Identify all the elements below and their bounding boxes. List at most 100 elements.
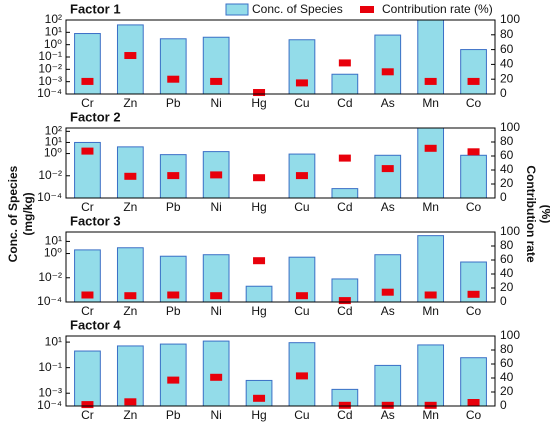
y-axis-label: Conc. of Species	[6, 165, 20, 262]
contribution-marker	[295, 172, 308, 180]
y2-tick-label: 0	[500, 86, 507, 100]
x-tick-label: Cu	[294, 408, 309, 422]
x-tick-label: Pb	[166, 200, 181, 214]
legend-swatch	[225, 3, 249, 16]
panel-title: Factor 2	[70, 109, 121, 124]
x-tick-label: Hg	[251, 408, 266, 422]
x-tick-label: Ni	[210, 408, 221, 422]
contribution-marker	[381, 165, 394, 173]
x-tick-label: Co	[466, 200, 482, 214]
x-tick-label: Mn	[422, 96, 439, 110]
plot-frame	[65, 231, 496, 303]
bar	[417, 344, 445, 407]
x-tick-label: Cr	[81, 408, 94, 422]
contribution-marker	[81, 401, 94, 409]
contribution-marker	[381, 401, 394, 409]
contribution-marker	[381, 68, 394, 76]
y-tick-label: 10¹	[45, 334, 62, 348]
y2-axis-label: Contribution rate	[524, 165, 538, 263]
contribution-marker	[381, 288, 394, 296]
contribution-marker	[424, 401, 437, 409]
bar	[74, 33, 101, 95]
x-tick-label: Cr	[81, 200, 94, 214]
contribution-marker	[253, 257, 266, 265]
y2-tick-label: 80	[500, 342, 514, 356]
y-tick-label: 10⁻²	[38, 270, 62, 284]
y2-axis-label: (%)	[539, 205, 550, 224]
contribution-marker	[295, 79, 308, 87]
contribution-marker	[81, 291, 94, 299]
plot-frame	[65, 335, 496, 407]
y-tick-label: 10⁻³	[38, 74, 62, 88]
y2-tick-label: 100	[500, 12, 520, 26]
y2-tick-label: 40	[500, 57, 514, 71]
x-tick-label: Cd	[337, 96, 352, 110]
y-tick-label: 10⁻⁴	[37, 294, 62, 308]
y2-tick-label: 40	[500, 162, 514, 176]
x-tick-label: Zn	[123, 408, 137, 422]
y-axis-label: (mg/kg)	[21, 192, 35, 235]
x-tick-label: As	[381, 408, 395, 422]
x-tick-label: Cd	[337, 200, 352, 214]
x-tick-label: Zn	[123, 200, 137, 214]
contribution-marker	[467, 290, 480, 298]
x-tick-label: Hg	[251, 96, 266, 110]
x-tick-label: Hg	[251, 200, 266, 214]
contribution-marker	[210, 171, 223, 179]
contribution-marker	[167, 291, 180, 299]
y-tick-label: 10¹	[45, 25, 62, 39]
bar	[116, 146, 144, 199]
y2-tick-label: 20	[500, 176, 514, 190]
x-tick-label: Cu	[294, 304, 309, 318]
y-tick-label: 10⁰	[44, 146, 62, 160]
bar	[374, 34, 402, 95]
bar	[460, 49, 487, 95]
contribution-marker	[424, 77, 437, 85]
y-tick-label: 10⁻¹	[38, 360, 62, 374]
y2-tick-label: 0	[500, 190, 507, 204]
contribution-marker	[124, 172, 137, 180]
y2-tick-label: 100	[500, 224, 520, 238]
bar	[245, 379, 273, 407]
contribution-marker	[338, 154, 351, 162]
bar	[374, 154, 402, 199]
panel-title: Factor 3	[70, 213, 121, 228]
contribution-marker	[424, 291, 437, 299]
y2-tick-label: 60	[500, 42, 514, 56]
x-tick-label: Cr	[81, 304, 94, 318]
contribution-marker	[253, 394, 266, 402]
contribution-marker	[167, 75, 180, 83]
bar	[374, 364, 402, 407]
x-tick-label: Mn	[422, 200, 439, 214]
x-tick-label: Cu	[294, 200, 309, 214]
contribution-marker	[424, 144, 437, 152]
bar	[159, 343, 187, 407]
legend-swatch	[360, 6, 374, 13]
y2-tick-label: 20	[500, 280, 514, 294]
bar	[202, 340, 230, 407]
y2-tick-label: 60	[500, 356, 514, 370]
contribution-marker	[295, 292, 308, 300]
y-tick-label: 10⁻²	[38, 62, 62, 76]
x-tick-label: As	[381, 200, 395, 214]
y-tick-label: 10²	[45, 12, 62, 26]
y-tick-label: 10⁻⁴	[37, 398, 62, 412]
contribution-marker	[167, 172, 180, 180]
legend-label: Contribution rate (%)	[382, 2, 493, 16]
panel-title: Factor 1	[70, 1, 121, 16]
bar	[331, 188, 359, 199]
bar	[159, 38, 187, 95]
contribution-marker	[467, 148, 480, 156]
x-tick-label: Hg	[251, 304, 266, 318]
contribution-marker	[210, 373, 223, 381]
y-tick-label: 10⁻²	[38, 168, 62, 182]
y-tick-label: 10⁰	[44, 246, 62, 260]
x-tick-label: Co	[466, 408, 482, 422]
y-tick-label: 10⁻⁴	[37, 86, 62, 100]
bar	[116, 24, 144, 95]
bar	[460, 357, 487, 407]
contribution-marker	[467, 77, 480, 85]
contribution-marker	[210, 292, 223, 300]
contribution-marker	[124, 398, 137, 406]
plot-frame	[65, 127, 496, 199]
